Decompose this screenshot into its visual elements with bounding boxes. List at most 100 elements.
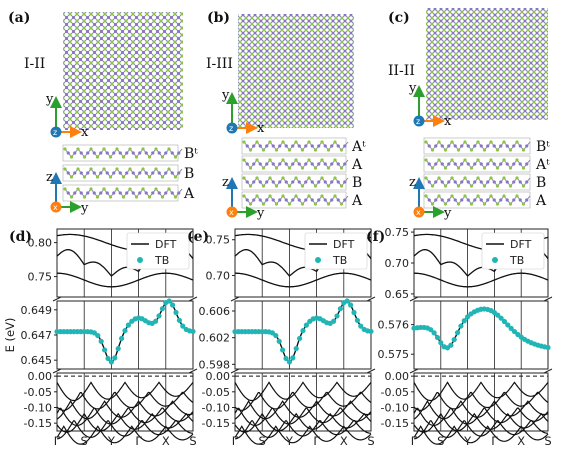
atom-metal	[343, 144, 347, 148]
kpoint-label: X	[340, 434, 348, 448]
atom-se	[333, 176, 337, 180]
kpoint-label: Γ	[491, 434, 498, 448]
legend-dft-label: DFT	[510, 238, 532, 251]
atom-metal	[265, 144, 269, 148]
atom-metal	[271, 162, 275, 166]
atom-se	[128, 187, 132, 191]
atom-se	[515, 194, 519, 198]
atom-metal	[297, 162, 301, 166]
band-ylabel: E (eV)	[3, 318, 17, 353]
subplot-lower: 0.00-0.05-0.10-0.15Γ S Y Γ X S	[24, 370, 197, 448]
atom-se	[333, 158, 337, 162]
tb-point	[105, 355, 111, 362]
atom-metal	[73, 171, 77, 175]
atom-se	[160, 175, 165, 179]
atom-metal	[304, 144, 308, 148]
atom-se	[307, 158, 311, 162]
structure-panel-c: (c) II-II y x z Bᵗ Aᵗ BA z y x	[388, 8, 550, 221]
atom-metal	[258, 180, 262, 184]
layer-box	[423, 191, 531, 209]
atom-metal	[278, 144, 282, 148]
atom-se	[333, 140, 337, 144]
atom-metal	[177, 151, 181, 155]
axis-break	[230, 368, 240, 374]
ytick-label: -0.10	[202, 401, 230, 414]
atom-metal	[164, 191, 168, 195]
atom-se	[515, 176, 519, 180]
atom-se	[89, 167, 93, 171]
atom-se	[121, 195, 126, 199]
atom-metal	[479, 162, 483, 166]
atom-se	[287, 148, 292, 152]
atom-metal	[343, 180, 347, 184]
atom-metal	[323, 180, 327, 184]
atom-se	[495, 184, 500, 188]
atom-se	[268, 176, 272, 180]
axis-break	[52, 296, 62, 302]
atom-se	[437, 140, 441, 144]
atom-metal	[473, 198, 477, 202]
atom-metal	[330, 162, 334, 166]
atom-se	[313, 148, 318, 152]
atom-se	[482, 166, 487, 170]
ytick-label: 0.606	[199, 305, 231, 318]
atom-metal	[525, 162, 529, 166]
atom-se	[121, 175, 126, 179]
layer-label: Aᵗ	[535, 157, 550, 173]
layer-label: B	[536, 175, 546, 191]
atom-metal	[131, 151, 135, 155]
band-panel-f: (f) 0.75 0.70 0.65 DFT TB 0.576 0.575 0.00 -0.05 -…	[366, 226, 553, 448]
atom-se	[89, 187, 93, 191]
atom-metal	[304, 198, 308, 202]
atom-metal	[336, 198, 340, 202]
atom-se	[76, 147, 80, 151]
atom-metal	[297, 144, 301, 148]
atom-se	[154, 187, 158, 191]
tb-point	[283, 355, 289, 362]
atom-se	[456, 184, 461, 188]
atom-se	[300, 202, 305, 206]
panel-label-b: (b)	[207, 10, 230, 26]
atom-se	[281, 140, 285, 144]
atom-se	[521, 184, 526, 188]
atom-metal	[310, 180, 314, 184]
atom-metal	[525, 180, 529, 184]
top-view-lattice-b	[238, 14, 354, 128]
atom-metal	[317, 180, 321, 184]
atom-metal	[144, 151, 148, 155]
atom-se	[274, 184, 279, 188]
atom-se	[173, 195, 178, 199]
atom-metal	[440, 198, 444, 202]
atom-se	[502, 158, 506, 162]
atom-metal	[323, 162, 327, 166]
atom-se	[489, 158, 493, 162]
atom-metal	[291, 180, 295, 184]
atom-metal	[86, 171, 90, 175]
atom-metal	[505, 162, 509, 166]
atom-metal	[118, 151, 122, 155]
atom-metal	[258, 162, 262, 166]
tb-point	[300, 327, 306, 334]
atom-metal	[105, 151, 109, 155]
atom-se	[242, 176, 246, 180]
atom-metal	[265, 198, 269, 202]
atom-metal	[144, 191, 148, 195]
valence-band	[234, 425, 372, 445]
legend-tb-marker	[492, 257, 498, 263]
atom-se	[287, 184, 292, 188]
tb-point	[190, 328, 196, 335]
atom-se	[424, 158, 428, 162]
valence-band	[56, 400, 194, 420]
atom-se	[300, 148, 305, 152]
tb-point	[156, 313, 162, 319]
atom-se	[489, 176, 493, 180]
atom-se	[300, 184, 305, 188]
atom-metal	[99, 191, 103, 195]
atom-metal	[86, 191, 90, 195]
tb-point	[461, 318, 467, 324]
atom-se	[424, 194, 428, 198]
ytick-label: 0.75	[206, 234, 231, 247]
tb-point	[108, 359, 114, 365]
atom-se	[248, 166, 253, 170]
